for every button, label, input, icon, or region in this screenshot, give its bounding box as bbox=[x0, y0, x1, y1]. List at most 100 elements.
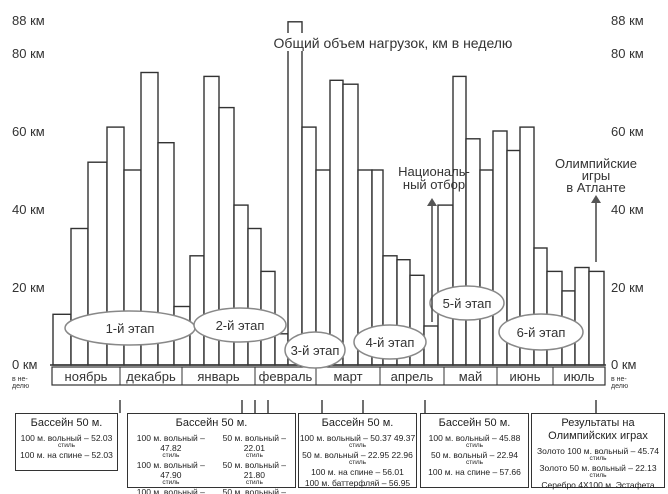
result-subtext: стиль bbox=[245, 479, 263, 486]
stage-ellipse bbox=[353, 324, 427, 360]
results-column: 50 м. вольный – 22.01 стиль 50 м. вольный … bbox=[214, 433, 295, 494]
results-box: Бассейн 50 м. 100 м. вольный – 45.88 стиль… bbox=[420, 413, 529, 488]
result-text: 100 м. вольный – 47.48 bbox=[136, 487, 205, 494]
results-box: Бассейн 50 м. 100 м. вольный – 52.03 стиль… bbox=[15, 413, 118, 471]
result-item: 100 м. на спине – 56.01 bbox=[299, 467, 416, 477]
month-label: июнь bbox=[510, 369, 541, 384]
bar bbox=[287, 21, 303, 366]
result-subtext: стиль bbox=[589, 472, 607, 479]
result-item: 100 м. баттерфляй – 56.95 bbox=[299, 478, 416, 488]
y-tick-label-right: 80 км bbox=[611, 46, 644, 61]
month-label: май bbox=[459, 369, 482, 384]
result-text: Золото 100 м. вольный – 45.74 bbox=[537, 446, 659, 456]
bar bbox=[479, 169, 494, 366]
result-text: 100 м. вольный – 47.82 bbox=[136, 433, 205, 453]
result-item: 50 м. вольный – 22.01 стиль bbox=[214, 433, 295, 459]
result-item: Золото 50 м. вольный – 22.13 стиль bbox=[532, 463, 664, 479]
month-label: декабрь bbox=[126, 369, 176, 384]
bar bbox=[301, 126, 317, 366]
stage-label: 2-й этап bbox=[216, 318, 265, 333]
bar bbox=[247, 227, 262, 366]
result-item: 100 м. вольный – 45.88 стиль bbox=[421, 433, 528, 449]
result-text: 50 м. вольный – 22.01 bbox=[222, 433, 287, 453]
stage-label: 4-й этап bbox=[366, 335, 415, 350]
result-item: 50 м. вольный – 21.80 стиль bbox=[214, 460, 295, 486]
stage-label: 1-й этап bbox=[106, 321, 155, 336]
month-row bbox=[51, 366, 606, 386]
y-unit-note-left: делю bbox=[12, 383, 29, 390]
y-tick-label-left: 40 км bbox=[12, 202, 45, 217]
y-tick-label-left: 20 км bbox=[12, 280, 45, 295]
month-label: июль bbox=[563, 369, 594, 384]
result-text: Серебро 4Х100 м. Эстафета bbox=[541, 480, 655, 490]
result-text: 100 м. баттерфляй – 56.95 bbox=[304, 478, 411, 488]
results-box-title: Бассейн 50 м. bbox=[175, 417, 248, 429]
result-text: 100 м. вольный – 52.03 bbox=[20, 433, 113, 443]
y-tick-label-left: 60 км bbox=[12, 124, 45, 139]
y-tick-label-right: 0 км bbox=[611, 357, 637, 372]
result-subtext: стиль bbox=[245, 452, 263, 459]
month-label: январь bbox=[197, 369, 239, 384]
result-item: 100 м. вольный – 50.37 49.37 стиль bbox=[299, 433, 416, 449]
result-text: 100 м. на спине – 57.66 bbox=[428, 467, 521, 477]
result-item: 100 м. на спине – 57.66 bbox=[421, 467, 528, 477]
results-box: Результаты на Олимпийских играх Золото 10… bbox=[531, 413, 665, 490]
result-subtext: стиль bbox=[589, 455, 607, 462]
stage-label: 6-й этап bbox=[517, 325, 566, 340]
stage-ellipse bbox=[284, 331, 346, 369]
y-tick-label-right: 60 км bbox=[611, 124, 644, 139]
national-trials-label: ный отбор bbox=[403, 177, 465, 192]
result-subtext: стиль bbox=[162, 479, 180, 486]
bar bbox=[452, 75, 467, 366]
result-item: 50 м. вольный – 22.94 стиль bbox=[421, 450, 528, 466]
result-text: 50 м. вольный – 21.92 bbox=[222, 487, 287, 494]
month-label: апрель bbox=[391, 369, 434, 384]
result-subtext: стиль bbox=[465, 442, 484, 449]
result-text: 100 м. вольный – 50.37 49.37 bbox=[299, 433, 416, 443]
y-unit-note-left: в не- bbox=[12, 376, 28, 383]
result-item: 100 м. вольный – 47.90 стиль bbox=[128, 460, 214, 486]
result-item: 50 м. вольный – 22.95 22.96 стиль bbox=[299, 450, 416, 466]
stage-label: 5-й этап bbox=[443, 296, 492, 311]
stage-ellipse bbox=[429, 285, 505, 321]
results-box-title: Бассейн 50 м. bbox=[438, 417, 511, 429]
results-box: Бассейн 50 м. 100 м. вольный – 47.82 стиль… bbox=[127, 413, 296, 494]
result-subtext: стиль bbox=[57, 442, 76, 449]
result-text: Золото 50 м. вольный – 22.13 bbox=[539, 463, 657, 473]
result-subtext: стиль bbox=[465, 459, 484, 466]
result-item: 100 м. вольный – 47.48стиль bbox=[128, 487, 214, 494]
results-box: Бассейн 50 м. 100 м. вольный – 50.37 49.3… bbox=[298, 413, 417, 488]
result-item: 100 м. вольный – 52.03 стиль bbox=[16, 433, 117, 449]
result-item: 100 м. на спине – 52.03 bbox=[16, 450, 117, 460]
y-tick-label-left: 80 км bbox=[12, 46, 45, 61]
y-tick-label-right: 88 км bbox=[611, 13, 644, 28]
chart-title: Общий объем нагрузок, км в неделю bbox=[274, 35, 513, 51]
stage-label: 3-й этап bbox=[291, 343, 340, 358]
y-tick-label-right: 40 км bbox=[611, 202, 644, 217]
month-label: ноябрь bbox=[65, 369, 108, 384]
bar bbox=[574, 266, 590, 366]
result-text: 100 м. на спине – 52.03 bbox=[20, 450, 113, 460]
national-trials-arrow-head-icon bbox=[427, 198, 437, 206]
bar bbox=[437, 204, 454, 366]
result-text: 100 м. вольный – 45.88 bbox=[428, 433, 521, 443]
stage-ellipse bbox=[193, 307, 287, 343]
result-text: 50 м. вольный – 22.94 bbox=[430, 450, 518, 460]
results-box-title: Бассейн 50 м. bbox=[321, 417, 394, 429]
y-tick-label-left: 88 км bbox=[12, 13, 45, 28]
bar bbox=[342, 83, 359, 366]
result-item: Серебро 4Х100 м. Эстафета bbox=[532, 480, 664, 490]
olympics-label: игры bbox=[582, 168, 611, 183]
national-trials-label: Националь- bbox=[398, 164, 470, 179]
y-unit-note-right: в не- bbox=[611, 376, 627, 383]
stage-ellipse bbox=[498, 313, 584, 351]
month-label: март bbox=[333, 369, 362, 384]
result-text: 50 м. вольный – 21.80 bbox=[222, 460, 287, 480]
result-text: 100 м. вольный – 47.90 bbox=[136, 460, 205, 480]
title-bg bbox=[270, 33, 515, 51]
month-label: февраль bbox=[259, 369, 313, 384]
y-unit-note-right: делю bbox=[611, 383, 628, 390]
result-item: Золото 100 м. вольный – 45.74 стиль bbox=[532, 446, 664, 462]
